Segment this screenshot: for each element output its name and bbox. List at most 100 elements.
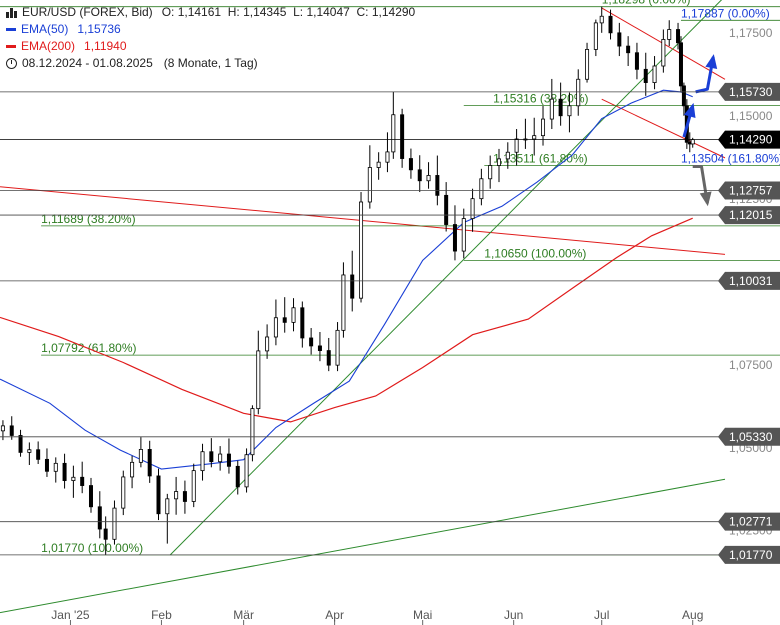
candlesticks [0, 6, 695, 555]
candle-body [9, 425, 14, 436]
level-price-box [718, 512, 780, 531]
candle-body [417, 169, 422, 182]
fib-label: 1,11689 (38.20%) [41, 212, 136, 226]
x-tick-label: Jul [594, 608, 609, 622]
candle-body [273, 317, 278, 338]
candle-body [367, 167, 372, 203]
x-tick-label: Jan '25 [51, 608, 90, 622]
candle-body [147, 449, 152, 477]
ema50-swatch [6, 28, 16, 31]
candle-body [235, 465, 240, 488]
candle-body [488, 165, 493, 180]
fib-label: 1,15316 (38.20%) [493, 92, 588, 106]
clock-icon [6, 58, 17, 69]
candle-body [218, 453, 223, 463]
candle-body [335, 329, 340, 366]
x-tick-label: Aug [682, 608, 703, 622]
ema50-line [0, 89, 693, 470]
fib-label: 1,13504 (161.80%) [681, 152, 780, 166]
level-price-label: 1,10031 [729, 274, 773, 288]
projection-arrows [682, 54, 718, 207]
candle-body [681, 85, 686, 107]
symbol-title: EUR/USD (FOREX, Bid) [22, 5, 153, 19]
level-price-box [718, 181, 780, 200]
candle-body [165, 498, 170, 515]
candle-body [532, 135, 537, 140]
level-price-box [718, 82, 780, 101]
candle-body [643, 68, 648, 83]
candle-body [400, 114, 405, 159]
candle-body [599, 15, 604, 24]
candle-body [359, 201, 364, 299]
candle-body [138, 449, 143, 463]
fib-label: 1,10650 (100.00%) [484, 246, 586, 260]
legend-ema50: EMA(50) 1,15736 [6, 21, 415, 38]
level-price-box [718, 206, 780, 225]
fibonacci-lines: 1,18298 (0.00%)1,17887 (0.00%) 1,15316 (3… [0, 0, 780, 556]
candle-body [626, 45, 631, 54]
x-tick-label: Feb [151, 608, 172, 622]
candle-body [617, 32, 622, 47]
candle-body [391, 114, 396, 153]
candle-body [435, 175, 440, 196]
legend-title-row: EUR/USD (FOREX, Bid) O: 1,14161 H: 1,143… [6, 4, 415, 21]
candle-body [558, 98, 563, 117]
candle-body [470, 198, 475, 219]
candle-body [690, 139, 695, 145]
candle-body [341, 274, 346, 331]
fib-label: 1,18298 (0.00%) [602, 0, 691, 7]
candle-body [174, 491, 179, 500]
candle-body [309, 337, 314, 347]
trendline [0, 478, 726, 614]
candle-body [514, 138, 519, 153]
candle-body [678, 42, 683, 87]
arrow-head [683, 102, 696, 119]
level-price-box [718, 130, 780, 149]
candle-body [593, 22, 598, 50]
fib-label: 1,01770 (100.00%) [41, 541, 143, 555]
candle-body [452, 224, 457, 252]
ema50-layer [0, 89, 693, 470]
candlestick-icon [6, 7, 17, 18]
candle-body [226, 453, 231, 467]
date-range: 08.12.2024 - 01.08.2025 [22, 56, 153, 70]
ohlc-readout: O: 1,14161 H: 1,14345 L: 1,14047 C: 1,14… [161, 5, 416, 19]
candle-body [676, 29, 681, 44]
x-tick-label: Mär [233, 608, 254, 622]
candle-body [182, 491, 187, 502]
candle-body [634, 52, 639, 70]
level-price-label: 1,15730 [729, 85, 773, 99]
candle-body [156, 475, 161, 515]
candle-body [256, 350, 261, 410]
candle-body [191, 470, 196, 502]
level-price-label: 1,12015 [729, 208, 773, 222]
candle-body [244, 454, 249, 488]
ema50-value: 1,15736 [77, 22, 121, 36]
candle-body [608, 15, 613, 34]
level-price-box [718, 427, 780, 446]
candle-body [479, 178, 484, 200]
price-levels: 1,15730 1,14290 1,12757 1,12015 1,10031 1,053… [0, 82, 780, 564]
candle-body [112, 507, 117, 540]
ema200-value: 1,11940 [84, 39, 127, 53]
candle-body [71, 476, 76, 481]
legend-range: 08.12.2024 - 01.08.2025 (8 Monate, 1 Tag… [6, 55, 415, 72]
x-tick-label: Jun [504, 608, 523, 622]
candle-body [585, 49, 590, 80]
candle-body [97, 506, 102, 530]
ema200-layer [0, 217, 693, 423]
candle-body [444, 194, 449, 225]
candle-body [496, 158, 501, 166]
candle-body [291, 307, 296, 323]
candle-body [265, 336, 270, 352]
chart-legend: EUR/USD (FOREX, Bid) O: 1,14161 H: 1,143… [6, 4, 415, 72]
candle-body [44, 458, 49, 472]
candle-body [130, 461, 135, 478]
level-price-label: 1,05330 [729, 430, 773, 444]
candle-body [62, 462, 67, 481]
level-price-label: 1,12757 [729, 183, 773, 197]
arrow-head [699, 191, 712, 207]
ema200-line [0, 217, 693, 423]
candle-body [576, 78, 581, 107]
